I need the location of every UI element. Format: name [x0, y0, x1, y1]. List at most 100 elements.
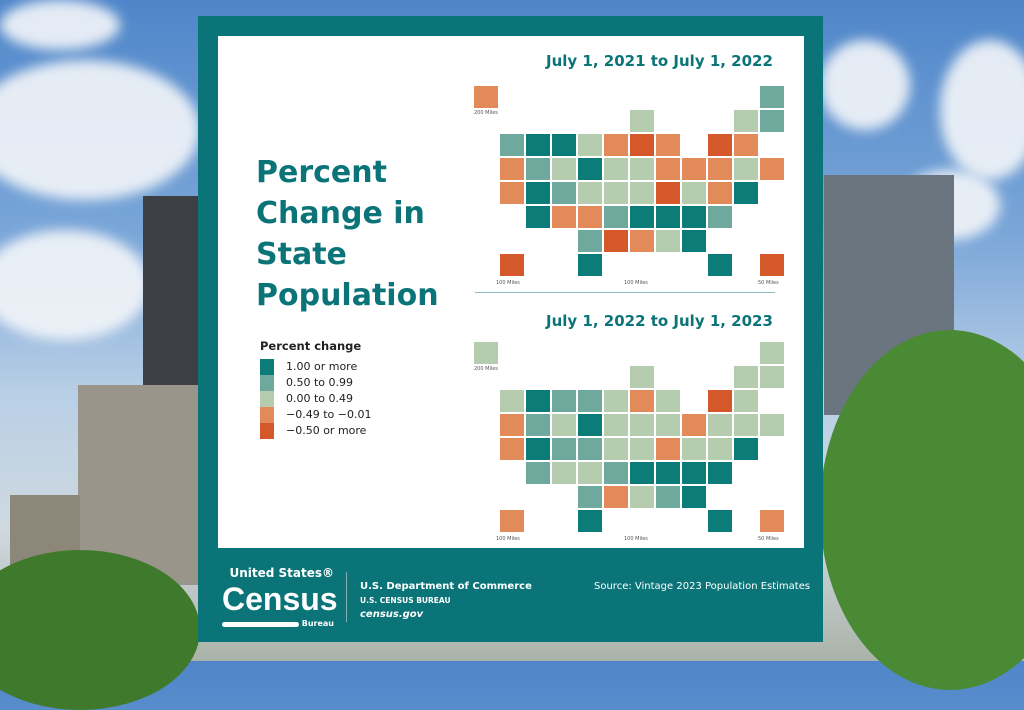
- state-va: [682, 438, 706, 460]
- legend-label: 1.00 or more: [286, 360, 358, 373]
- state-hi: [500, 510, 524, 532]
- department-info: U.S. Department of Commerce U.S. CENSUS …: [360, 580, 532, 622]
- state-ri: [760, 158, 784, 180]
- state-oh: [656, 158, 680, 180]
- scale-label: 100 Miles: [624, 280, 648, 286]
- state-ne: [578, 438, 602, 460]
- legend: Percent change 1.00 or more 0.50 to 0.99 0…: [260, 339, 371, 439]
- infographic-card: Percent Change in State Population Perce…: [218, 36, 804, 548]
- state-ca: [500, 438, 524, 460]
- state-nh: [760, 110, 784, 132]
- state-pa: [682, 158, 706, 180]
- state-nv: [526, 414, 550, 436]
- state-ks: [578, 462, 602, 484]
- state-mo: [604, 182, 628, 204]
- state-ny: [708, 134, 732, 156]
- state-ut: [526, 182, 550, 204]
- map-title-2022: July 1, 2021 to July 1, 2022: [546, 52, 773, 70]
- state-nh: [760, 366, 784, 388]
- state-co: [552, 182, 576, 204]
- scale-label: 100 Miles: [496, 536, 520, 542]
- state-ms: [630, 486, 654, 508]
- state-wv: [656, 182, 680, 204]
- state-ct: [734, 414, 758, 436]
- state-in: [630, 414, 654, 436]
- legend-item: −0.50 or more: [260, 423, 371, 439]
- scale-label: 50 Miles: [758, 280, 779, 286]
- legend-swatch: [260, 391, 274, 407]
- legend-label: −0.49 to −0.01: [286, 408, 372, 421]
- state-sc: [682, 462, 706, 484]
- state-al: [656, 230, 680, 252]
- map-2022-2023: 200 Miles 100 Miles 100 Miles 50 Miles: [474, 342, 794, 542]
- state-ar: [604, 206, 628, 228]
- state-ok: [578, 486, 602, 508]
- state-wi: [630, 110, 654, 132]
- state-tx: [578, 254, 602, 276]
- state-ca: [500, 182, 524, 204]
- footer: United States® Census Bureau U.S. Depart…: [198, 548, 823, 642]
- state-az: [526, 462, 550, 484]
- state-mn: [604, 390, 628, 412]
- infographic-panel: Percent Change in State Population Perce…: [198, 16, 823, 642]
- map-title-2023: July 1, 2022 to July 1, 2023: [546, 312, 773, 330]
- state-sd: [578, 414, 602, 436]
- state-ms: [630, 230, 654, 252]
- state-tn: [630, 462, 654, 484]
- state-me: [760, 86, 784, 108]
- state-ga: [682, 486, 706, 508]
- state-or: [500, 414, 524, 436]
- state-ks: [578, 206, 602, 228]
- state-nc: [656, 462, 680, 484]
- legend-swatch: [260, 359, 274, 375]
- state-wa: [500, 390, 524, 412]
- map-2021-2022: 200 Miles 100 Miles 100 Miles 50 Miles: [474, 86, 794, 286]
- state-ma: [734, 134, 758, 156]
- state-mt: [552, 390, 576, 412]
- state-tn: [630, 206, 654, 228]
- state-ia: [604, 414, 628, 436]
- scale-label: 50 Miles: [758, 536, 779, 542]
- state-nd: [578, 390, 602, 412]
- state-nj: [708, 158, 732, 180]
- bureau-name: U.S. CENSUS BUREAU: [360, 596, 451, 605]
- state-md: [708, 182, 732, 204]
- census-link[interactable]: census.gov: [360, 609, 424, 620]
- state-mo: [604, 438, 628, 460]
- scale-label: 200 Miles: [474, 110, 498, 116]
- legend-item: 0.50 to 0.99: [260, 375, 371, 391]
- legend-item: 0.00 to 0.49: [260, 391, 371, 407]
- page-title: Percent Change in State Population: [256, 155, 439, 313]
- legend-item: −0.49 to −0.01: [260, 407, 371, 423]
- state-la: [604, 486, 628, 508]
- state-in: [630, 158, 654, 180]
- scale-label: 200 Miles: [474, 366, 498, 372]
- state-pr: [760, 510, 784, 532]
- state-nd: [578, 134, 602, 156]
- state-va: [682, 182, 706, 204]
- state-or: [500, 158, 524, 180]
- logo-line3: Bureau: [301, 619, 334, 628]
- state-mi: [656, 390, 680, 412]
- legend-item: 1.00 or more: [260, 359, 371, 375]
- state-wv: [656, 438, 680, 460]
- state-fl: [708, 510, 732, 532]
- state-ut: [526, 438, 550, 460]
- legend-swatch: [260, 423, 274, 439]
- state-ri: [760, 414, 784, 436]
- census-logo[interactable]: United States® Census Bureau: [222, 566, 338, 630]
- state-ct: [734, 158, 758, 180]
- state-fl: [708, 254, 732, 276]
- legend-swatch: [260, 375, 274, 391]
- state-ma: [734, 390, 758, 412]
- state-oh: [656, 414, 680, 436]
- state-dc: [708, 206, 732, 228]
- state-ar: [604, 462, 628, 484]
- state-ky: [630, 182, 654, 204]
- footer-divider: [346, 572, 347, 622]
- state-al: [656, 486, 680, 508]
- source-note: Source: Vintage 2023 Population Estimate…: [594, 581, 811, 592]
- state-de: [734, 182, 758, 204]
- state-wa: [500, 134, 524, 156]
- scale-label: 100 Miles: [624, 536, 648, 542]
